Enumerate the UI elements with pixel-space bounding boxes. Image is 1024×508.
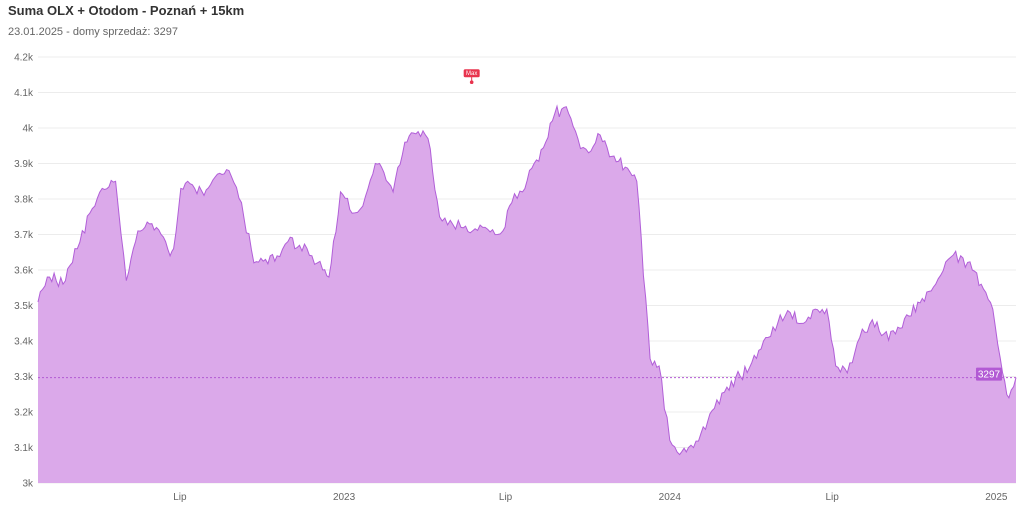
y-tick-label: 3.2k [14, 408, 34, 419]
x-tick-label: Lip [499, 492, 513, 503]
y-tick-label: 3.6k [14, 266, 34, 277]
y-tick-label: 4.2k [14, 53, 34, 64]
x-tick-label: 2023 [333, 492, 356, 503]
max-label: Max [466, 71, 477, 77]
current-value-badge: 3297 [976, 367, 1002, 381]
y-tick-label: 3.7k [14, 230, 34, 241]
series-line [37, 104, 1017, 456]
max-point [469, 80, 474, 85]
y-tick-label: 3.5k [14, 301, 34, 312]
current-badge-bg [976, 367, 1002, 381]
x-axis: Lip 2023 Lip 2024 Lip 2025 [173, 492, 1008, 503]
y-tick-label: 4k [22, 124, 34, 135]
max-marker[interactable]: Max [463, 69, 480, 85]
y-tick-label: 3.4k [14, 337, 34, 348]
chart-subtitle: 23.01.2025 - domy sprzedaż: 3297 [8, 26, 179, 38]
x-tick-label: 2024 [659, 492, 682, 503]
max-badge-bg [463, 69, 480, 78]
y-tick-label: 3.9k [14, 159, 34, 170]
y-tick-label: 3.8k [14, 195, 34, 206]
y-tick-label: 4.1k [14, 88, 34, 99]
y-tick-label: 3.3k [14, 372, 34, 383]
x-tick-label: Lip [173, 492, 187, 503]
x-tick-label: Lip [825, 492, 839, 503]
y-axis: 3k 3.1k 3.2k 3.3k 3.4k 3.5k 3.6k 3.7k 3.8k 3.9k 4k… [14, 53, 34, 490]
y-tick-label: 3.1k [14, 443, 34, 454]
x-tick-label: 2025 [985, 492, 1008, 503]
series-area [38, 106, 1016, 483]
chart-title: Suma OLX + Otodom - Poznań + 15km [8, 3, 245, 18]
y-tick-label: 3k [22, 479, 34, 490]
current-value-label: 3297 [978, 370, 1001, 381]
